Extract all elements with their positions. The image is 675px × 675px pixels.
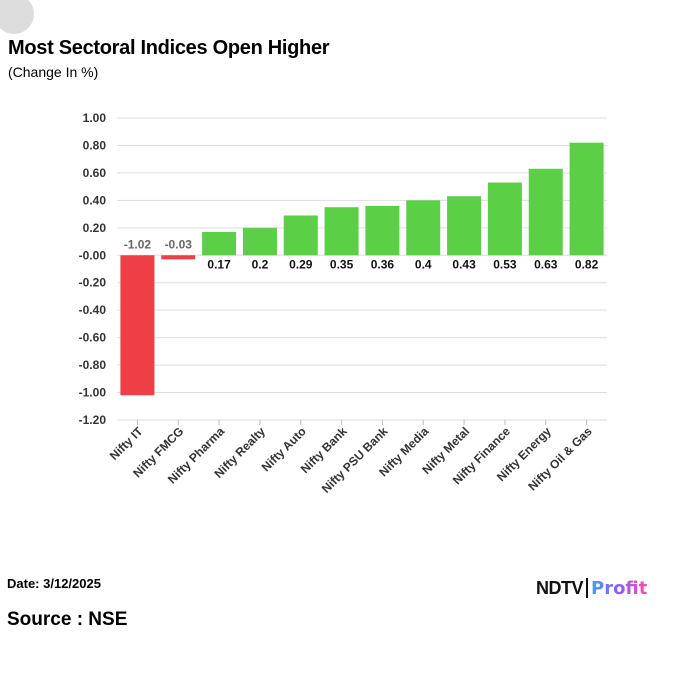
value-label: 0.82 (575, 257, 599, 271)
bar-chart: 1.00 0.80 0.60 0.40 0.20 -0.00 -0.20 -0.40 -0.60… (79, 111, 607, 496)
gridlines (117, 117, 607, 421)
y-tick-label: 0.80 (83, 138, 107, 152)
value-label: 0.43 (452, 257, 476, 271)
chart-title: Most Sectoral Indices Open Higher (8, 37, 330, 59)
y-tick-label: -0.80 (79, 358, 107, 372)
value-label: 0.29 (289, 257, 313, 271)
y-tick-label: 0.20 (83, 221, 107, 235)
source-label: Source : NSE (7, 609, 128, 630)
value-label: 0.53 (493, 257, 517, 271)
bar-nifty-pharma[interactable] (202, 231, 237, 256)
y-tick-label: -0.40 (79, 303, 107, 317)
y-tick-label: -0.00 (79, 248, 107, 262)
logo-ndtv-text: NDTV (536, 577, 584, 598)
bars (120, 142, 604, 396)
value-label: 0.17 (207, 257, 231, 271)
value-label: 0.4 (415, 257, 432, 271)
bar-nifty-bank[interactable] (324, 207, 359, 256)
value-labels: -1.02 -0.03 0.17 0.2 0.29 0.35 0.36 0.4 0.43 0.53… (124, 237, 599, 271)
value-label: -0.03 (165, 237, 193, 251)
value-label: 0.63 (534, 257, 558, 271)
bar-nifty-auto[interactable] (283, 215, 318, 256)
bar-nifty-media[interactable] (406, 200, 441, 256)
y-tick-label: -1.00 (79, 386, 107, 400)
bar-nifty-metal[interactable] (447, 196, 482, 256)
bar-nifty-oil-gas[interactable] (569, 142, 604, 256)
logo-profit-text: Profit (591, 577, 648, 599)
bar-nifty-energy[interactable] (528, 168, 563, 256)
value-label: 0.36 (371, 257, 395, 271)
value-label: -1.02 (124, 237, 152, 251)
y-tick-label: -0.20 (79, 276, 107, 290)
y-tick-label: 1.00 (83, 111, 107, 125)
bar-nifty-it[interactable] (120, 255, 155, 396)
y-tick-label: 0.60 (83, 166, 107, 180)
x-tick-label: Nifty IT (107, 424, 146, 463)
y-axis-ticks: 1.00 0.80 0.60 0.40 0.20 -0.00 -0.20 -0.40 -0.60… (79, 111, 107, 427)
value-label: 0.35 (330, 257, 354, 271)
date-label: Date: 3/12/2025 (7, 576, 101, 591)
chart-subtitle: (Change In %) (8, 64, 99, 80)
logo-divider (586, 578, 588, 598)
bar-nifty-fmcg[interactable] (161, 255, 196, 260)
y-tick-label: -0.60 (79, 331, 107, 345)
bar-nifty-realty[interactable] (242, 227, 277, 256)
y-tick-label: 0.40 (83, 193, 107, 207)
bar-nifty-finance[interactable] (487, 182, 522, 256)
brand-logo: NDTV Profit (536, 576, 647, 600)
bar-nifty-psu-bank[interactable] (365, 205, 400, 256)
value-label: 0.2 (252, 257, 269, 271)
y-tick-label: -1.20 (79, 413, 107, 427)
